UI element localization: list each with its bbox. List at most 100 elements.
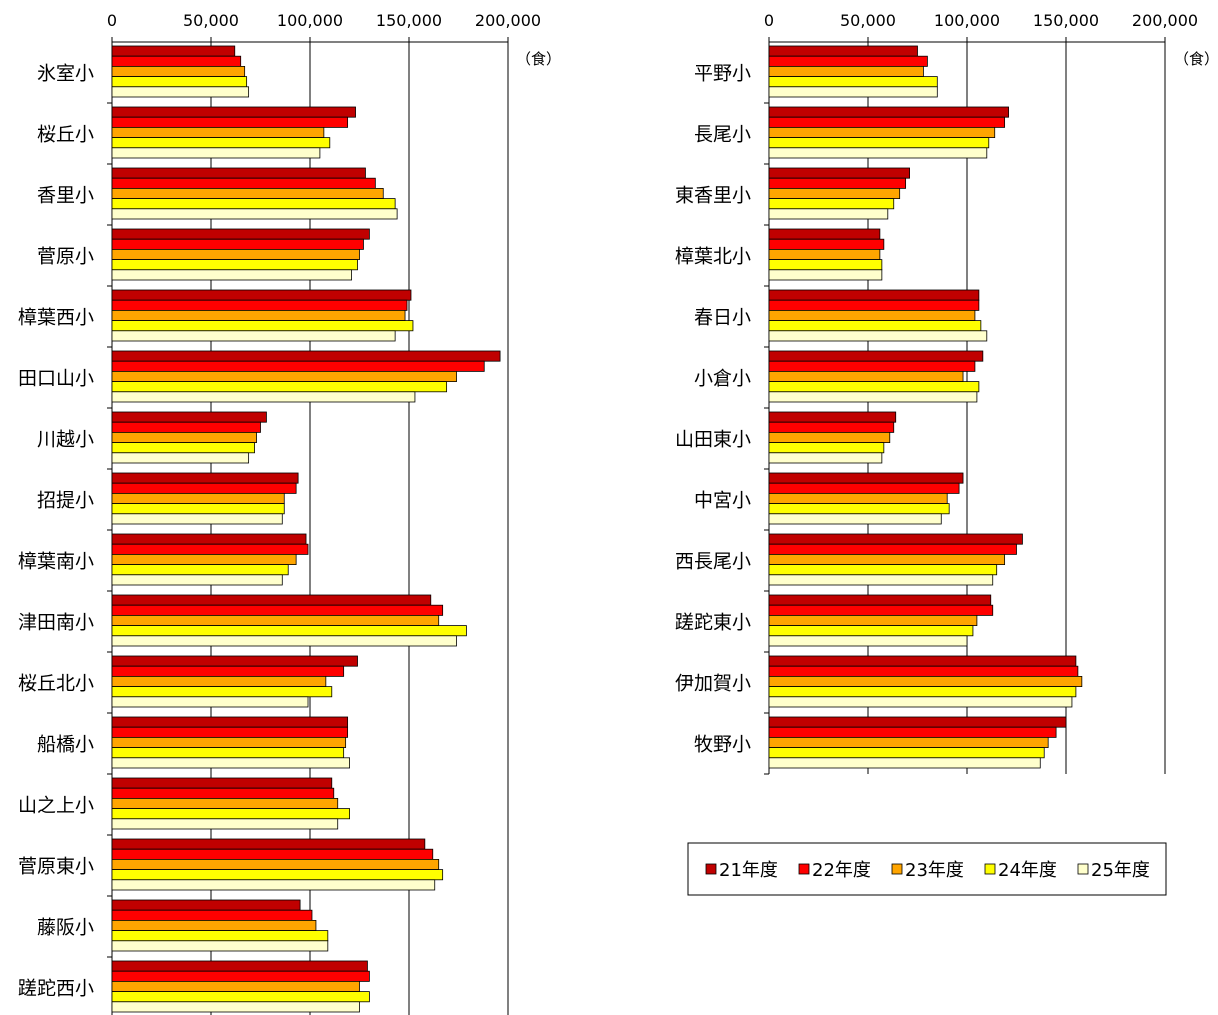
bar-21年度	[768, 594, 992, 606]
bar-23年度	[111, 66, 246, 78]
bar-23年度	[111, 248, 360, 260]
bar-23年度	[768, 615, 978, 627]
bar-25年度	[768, 391, 978, 403]
bar-24年度	[111, 198, 396, 210]
x-tick-label: 150,000	[1033, 11, 1099, 30]
bar-25年度	[768, 330, 988, 342]
bar-23年度	[111, 127, 325, 139]
bar-23年度	[111, 859, 440, 871]
bar-21年度	[768, 655, 1077, 667]
x-tick-label: 50,000	[840, 11, 896, 30]
legend-swatch	[1077, 863, 1089, 875]
legend-label: 24年度	[998, 860, 1057, 881]
category-label: 樟葉北小	[675, 246, 751, 268]
bar-24年度	[111, 76, 248, 88]
bar-24年度	[111, 503, 285, 515]
bar-24年度	[768, 747, 1045, 759]
bar-23年度	[768, 127, 996, 139]
bar-22年度	[111, 787, 335, 799]
bar-23年度	[111, 431, 257, 443]
category-label: 藤阪小	[37, 917, 94, 939]
bar-22年度	[768, 482, 960, 494]
bar-25年度	[111, 940, 329, 952]
bar-25年度	[111, 147, 321, 159]
category-label: 山之上小	[18, 795, 94, 817]
bar-21年度	[111, 655, 358, 667]
bar-25年度	[111, 208, 398, 220]
category-label: 香里小	[37, 185, 94, 207]
bar-22年度	[768, 421, 895, 433]
bar-22年度	[111, 909, 313, 921]
bar-22年度	[768, 604, 994, 616]
legend-label: 25年度	[1091, 860, 1150, 881]
bar-24年度	[111, 869, 444, 881]
bar-23年度	[111, 554, 297, 566]
category-label: 山田東小	[675, 429, 751, 451]
bar-23年度	[111, 737, 347, 749]
bar-21年度	[111, 960, 368, 972]
bar-23年度	[768, 676, 1083, 688]
bar-25年度	[768, 208, 889, 220]
bar-24年度	[111, 259, 358, 271]
bar-21年度	[111, 838, 426, 850]
bar-25年度	[111, 635, 457, 647]
x-tick-label: 100,000	[934, 11, 1000, 30]
x-tick-label: 200,000	[475, 11, 541, 30]
category-label: 招提小	[37, 490, 94, 512]
bar-21年度	[768, 167, 910, 179]
x-tick-label: 0	[764, 11, 774, 30]
bar-22年度	[111, 360, 485, 372]
bar-25年度	[768, 574, 994, 586]
bar-24年度	[768, 564, 998, 576]
bar-25年度	[111, 513, 283, 525]
bar-21年度	[111, 350, 501, 362]
category-label: 樟葉西小	[18, 307, 94, 329]
category-label: 氷室小	[37, 63, 94, 85]
bar-23年度	[111, 187, 384, 199]
x-tick-label: 200,000	[1132, 11, 1198, 30]
bar-21年度	[768, 228, 881, 240]
bar-25年度	[768, 269, 883, 281]
x-tick-label: 50,000	[183, 11, 239, 30]
bar-24年度	[768, 686, 1077, 698]
bar-24年度	[768, 503, 950, 515]
bar-22年度	[111, 848, 434, 860]
category-label: 川越小	[37, 429, 94, 451]
bar-21年度	[768, 472, 964, 484]
bar-25年度	[111, 1001, 360, 1013]
bar-25年度	[111, 86, 250, 98]
bar-24年度	[111, 808, 351, 820]
bar-24年度	[111, 625, 467, 637]
bar-22年度	[111, 299, 408, 311]
bar-25年度	[111, 696, 309, 708]
bar-25年度	[768, 635, 968, 647]
legend-swatch	[798, 863, 810, 875]
category-label: 中宮小	[694, 490, 751, 512]
bar-22年度	[768, 177, 907, 189]
bar-24年度	[111, 930, 329, 942]
bar-22年度	[111, 55, 242, 67]
bar-22年度	[111, 482, 297, 494]
bar-22年度	[768, 299, 980, 311]
unit-label: （食）	[516, 50, 561, 68]
bar-22年度	[111, 726, 349, 738]
category-label: 東香里小	[675, 185, 751, 207]
bar-25年度	[768, 513, 942, 525]
bar-25年度	[111, 757, 351, 769]
bar-21年度	[111, 716, 349, 728]
legend-swatch	[891, 863, 903, 875]
bar-23年度	[111, 492, 285, 504]
bar-23年度	[111, 798, 339, 810]
bar-25年度	[111, 574, 283, 586]
bar-24年度	[111, 991, 370, 1003]
category-label: 春日小	[694, 307, 751, 329]
bar-25年度	[111, 330, 396, 342]
bar-22年度	[768, 116, 1006, 128]
bar-21年度	[768, 45, 918, 57]
bar-24年度	[111, 442, 255, 454]
bar-21年度	[111, 106, 356, 118]
bar-21年度	[111, 411, 267, 423]
bar-21年度	[111, 777, 333, 789]
bar-25年度	[111, 818, 339, 830]
category-label: 田口山小	[18, 368, 94, 390]
